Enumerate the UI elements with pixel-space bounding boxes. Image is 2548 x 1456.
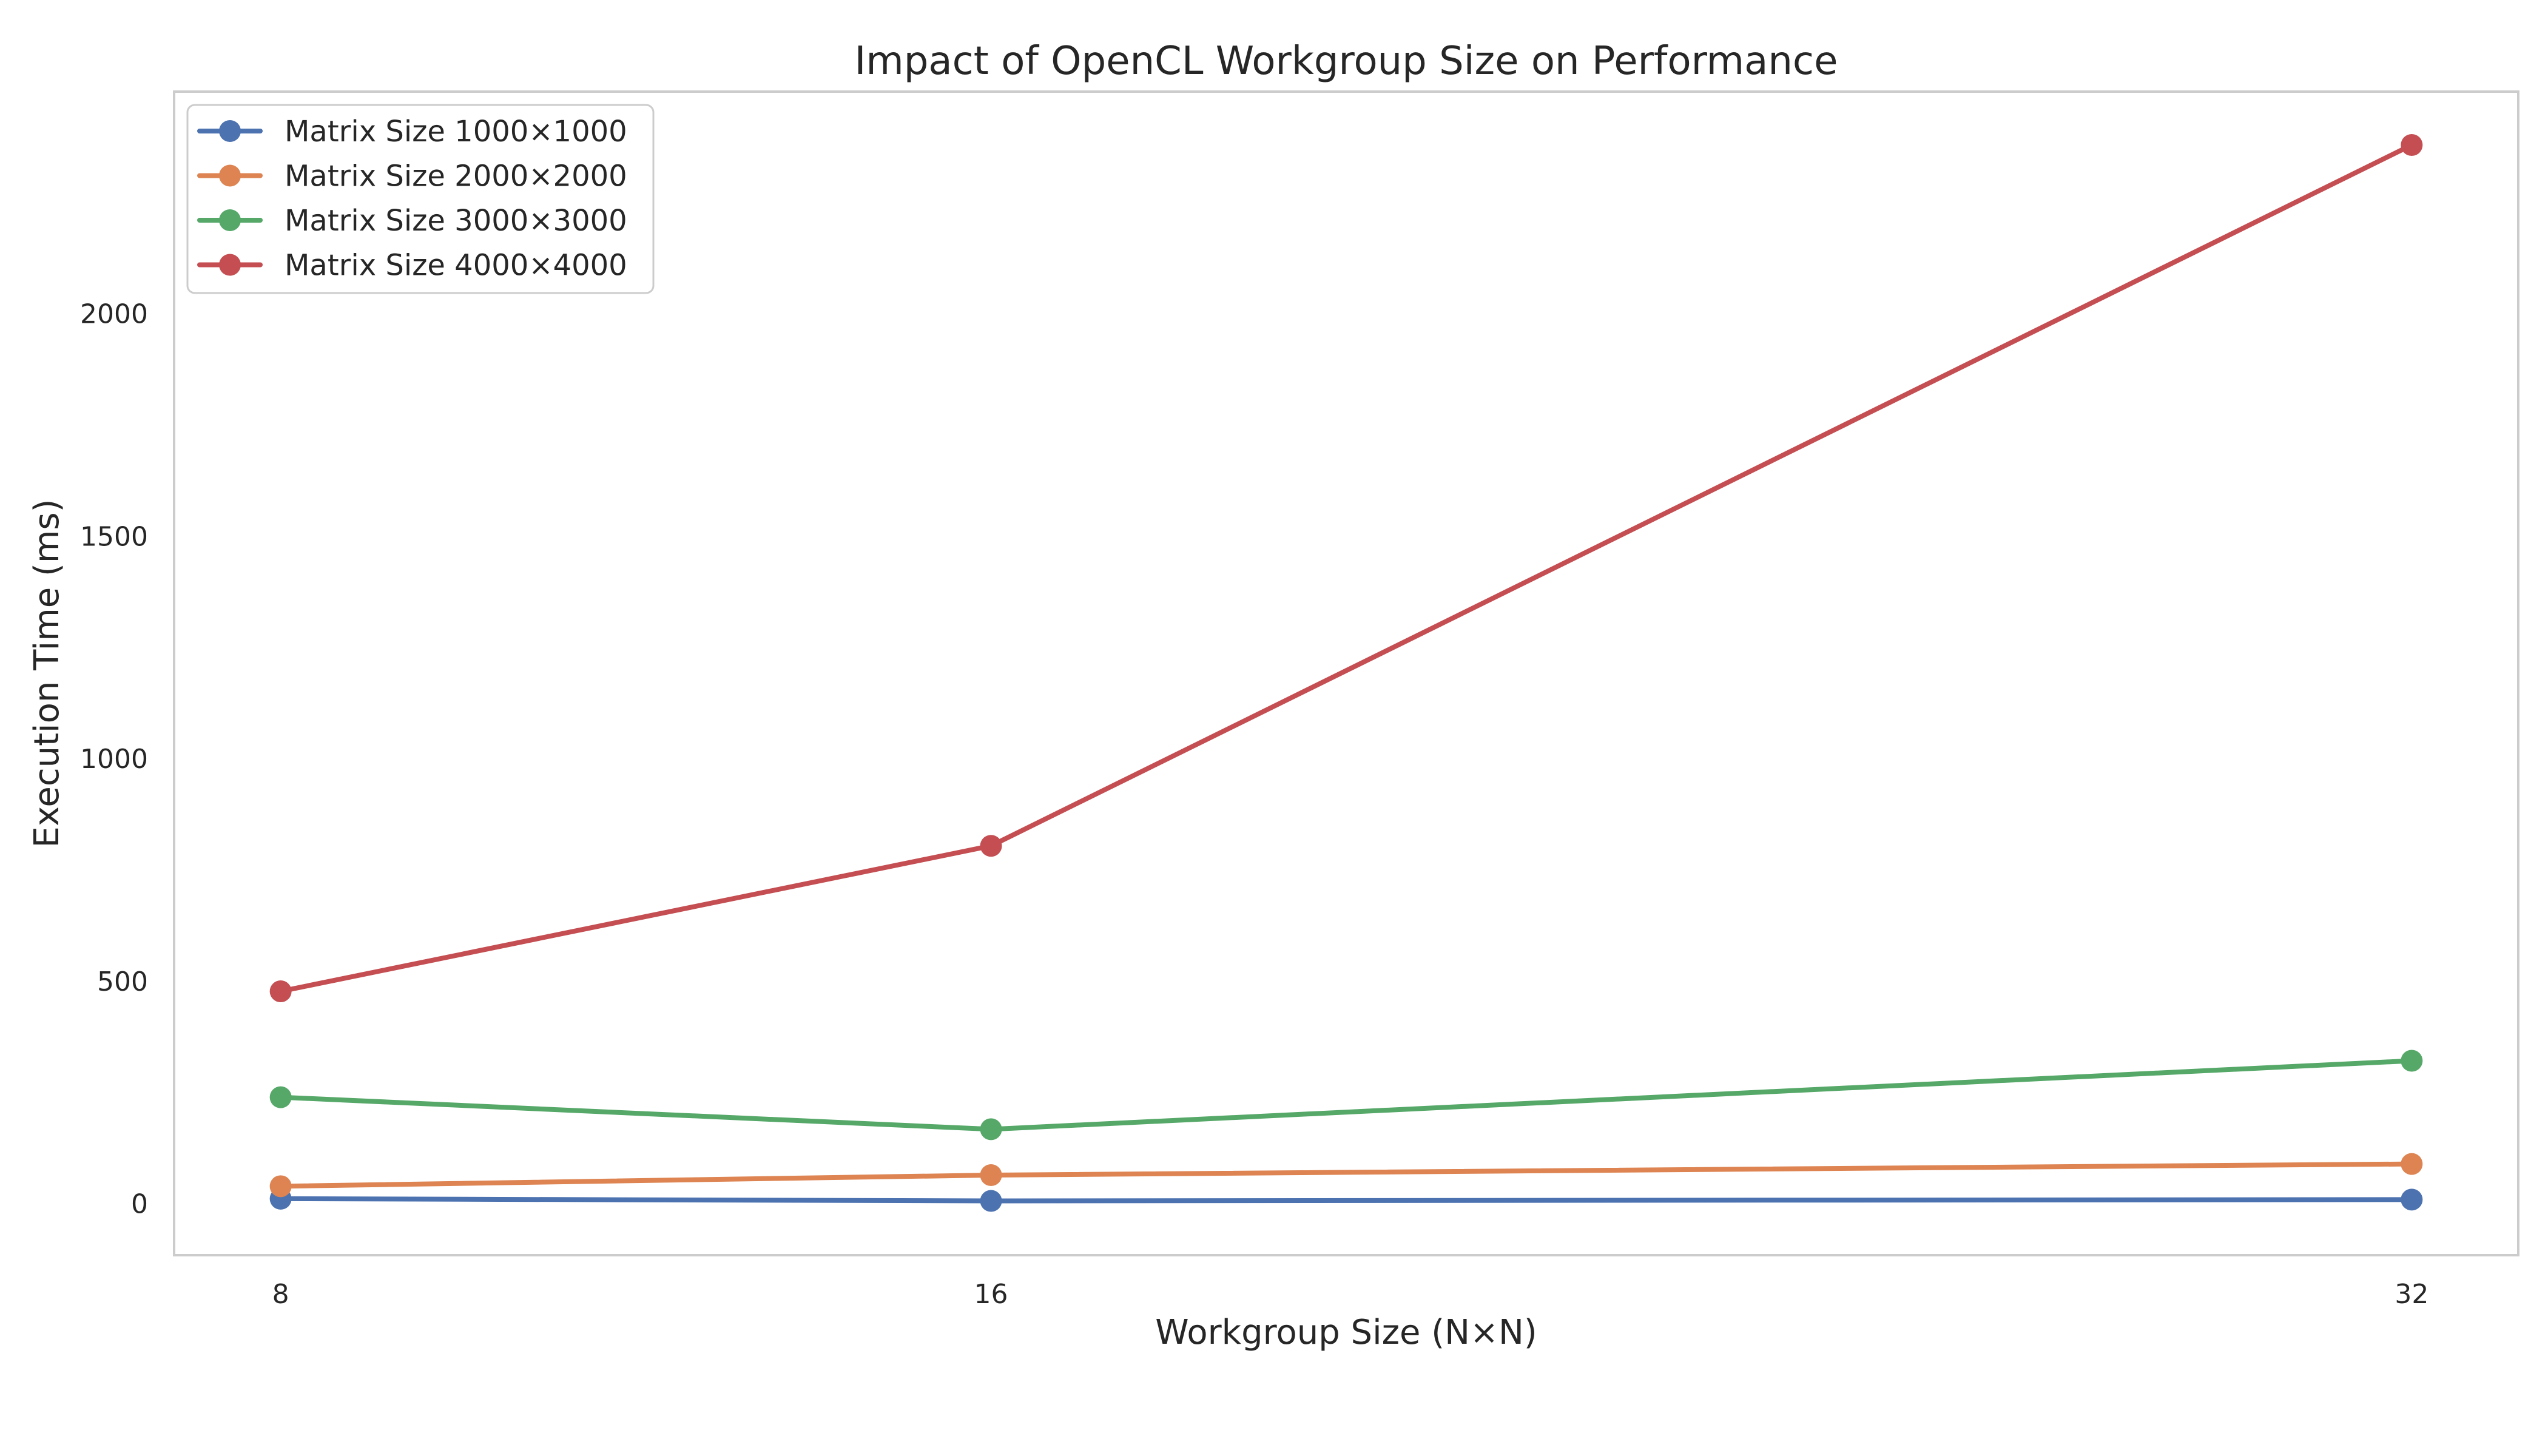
legend-marker: [219, 164, 241, 187]
data-point: [980, 1164, 1002, 1186]
x-axis-label: Workgroup Size (N×N): [1155, 1313, 1537, 1352]
y-tick-label: 1000: [80, 744, 148, 775]
x-axis-ticks: 8 16 32: [272, 1279, 2429, 1310]
data-point: [980, 835, 1002, 857]
data-point: [980, 1190, 1002, 1212]
chart-title: Impact of OpenCL Workgroup Size on Perfo…: [855, 39, 1838, 84]
y-axis-label: Execution Time (ms): [27, 499, 67, 848]
legend-label: Matrix Size 3000×3000: [285, 204, 627, 238]
y-tick-label: 1500: [80, 521, 148, 552]
legend-label: Matrix Size 4000×4000: [285, 249, 627, 283]
data-point: [980, 1118, 1002, 1141]
data-point: [2401, 1188, 2423, 1211]
series-layer: [269, 134, 2423, 1212]
data-point: [269, 1086, 292, 1108]
y-tick-label: 2000: [80, 299, 148, 330]
legend-marker: [219, 254, 241, 276]
legend-label: Matrix Size 1000×1000: [285, 115, 627, 149]
y-axis-ticks: 0 500 1000 1500 2000: [80, 299, 148, 1220]
data-point: [2401, 1153, 2423, 1175]
legend-marker: [219, 120, 241, 142]
legend-frame: [186, 104, 655, 294]
data-point: [269, 980, 292, 1003]
y-tick-label: 0: [131, 1189, 148, 1220]
data-point: [2401, 134, 2423, 157]
legend: Matrix Size 1000×1000 Matrix Size 2000×20…: [186, 104, 655, 294]
plot-frame: [173, 90, 2519, 1256]
data-point: [2401, 1050, 2423, 1072]
x-tick-label: 16: [974, 1279, 1008, 1310]
data-point: [269, 1175, 292, 1198]
series-line: [278, 1196, 2415, 1204]
x-tick-label: 32: [2395, 1279, 2428, 1310]
y-tick-label: 500: [97, 966, 148, 997]
x-tick-label: 8: [272, 1279, 289, 1310]
legend-label: Matrix Size 2000×2000: [285, 160, 627, 194]
legend-marker: [219, 209, 241, 231]
